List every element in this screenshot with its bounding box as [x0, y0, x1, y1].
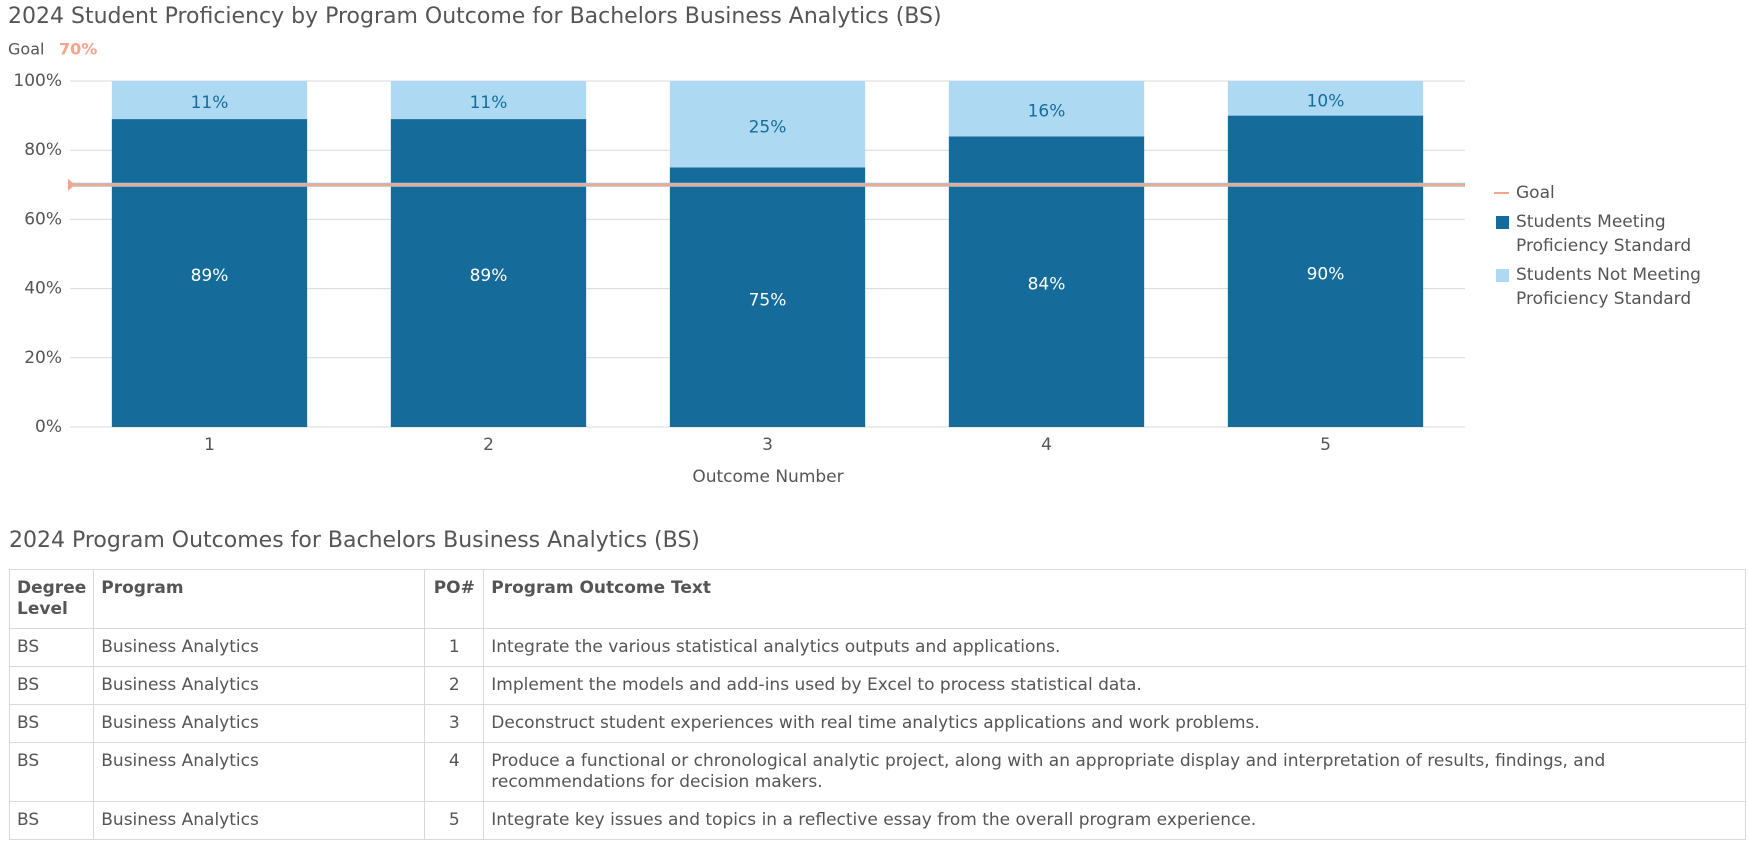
y-tick-label: 80% [24, 140, 62, 160]
y-tick-label: 60% [24, 209, 62, 229]
table-cell: BS [8, 628, 95, 667]
table-title: 2024 Program Outcomes for Bachelors Busi… [9, 528, 700, 553]
legend-item: Students Not Meeting Proficiency Standar… [1494, 263, 1724, 311]
bar-segment [1227, 115, 1424, 427]
legend-swatch [1496, 216, 1509, 229]
bar-segment [390, 81, 587, 120]
data-label: 25% [749, 117, 787, 137]
table-cell: Business Analytics [93, 801, 426, 840]
table-cell: Business Analytics [93, 628, 426, 667]
data-label: 16% [1028, 102, 1066, 122]
bar-segment [1227, 81, 1424, 116]
goal-marker [68, 178, 75, 191]
y-tick-label: 0% [35, 417, 62, 437]
table-cell: Deconstruct student experiences with rea… [483, 704, 1746, 743]
data-label: 84% [1028, 275, 1066, 295]
table-row: BS Business Analytics 5 Integrate key issue… [8, 801, 1746, 840]
legend-label: Goal [1516, 183, 1555, 203]
table-cell: 5 [424, 801, 485, 840]
table-cell: BS [8, 666, 95, 705]
legend: Goal Students Meeting Proficiency Standar… [1494, 181, 1724, 316]
table-cell: 4 [424, 742, 485, 802]
x-axis-title: Outcome Number [692, 467, 843, 487]
outcomes-table: Degree Level Program PO# Program Outcome Te… [8, 569, 1746, 840]
table-cell: 2 [424, 666, 485, 705]
table-cell: Integrate key issues and topics in a ref… [483, 801, 1746, 840]
goal-caption: Goal [8, 40, 44, 59]
table-cell: BS [8, 704, 95, 743]
table-cell: Business Analytics [93, 666, 426, 705]
data-label: 11% [191, 93, 229, 113]
bar-segment [390, 119, 587, 427]
goal-value: 70% [59, 40, 97, 59]
y-tick-label: 100% [13, 71, 62, 91]
table-row: BS Business Analytics 2 Implement the model… [8, 666, 1746, 705]
data-label: 11% [470, 93, 508, 113]
bar-segment [948, 81, 1145, 137]
x-tick-label: 3 [762, 435, 773, 455]
table-cell: BS [8, 742, 95, 802]
header-row: Degree Level Program PO# Program Outcome Te… [8, 569, 1746, 629]
x-tick-label: 5 [1320, 435, 1331, 455]
data-label: 89% [470, 266, 508, 286]
column-header: PO# [424, 569, 485, 629]
column-header: Program Outcome Text [483, 569, 1746, 629]
data-label: 90% [1307, 264, 1345, 284]
legend-label: Students Meeting Proficiency Standard [1516, 212, 1692, 256]
table-cell: Integrate the various statistical analyt… [483, 628, 1746, 667]
column-header: Program [93, 569, 426, 629]
legend-item: Students Meeting Proficiency Standard [1494, 210, 1724, 258]
legend-swatch [1496, 269, 1509, 282]
table-cell: Business Analytics [93, 704, 426, 743]
table-cell: Business Analytics [93, 742, 426, 802]
data-label: 89% [191, 266, 229, 286]
table-row: BS Business Analytics 3 Deconstruct student… [8, 704, 1746, 743]
x-tick-label: 4 [1041, 435, 1052, 455]
table-row: BS Business Analytics 1 Integrate the vario… [8, 628, 1746, 667]
table-cell: Implement the models and add-ins used by… [483, 666, 1746, 705]
chart: 2024 Student Proficiency by Program Outc… [8, 4, 1465, 487]
data-label: 10% [1307, 91, 1345, 111]
table-cell: 3 [424, 704, 485, 743]
x-tick-label: 2 [483, 435, 494, 455]
table-cell: BS [8, 801, 95, 840]
table-body: BS Business Analytics 1 Integrate the vario… [8, 628, 1746, 840]
bar-segment [669, 167, 866, 427]
legend-label: Students Not Meeting Proficiency Standar… [1516, 265, 1701, 309]
legend-item: Goal [1494, 181, 1724, 205]
table-cell: 1 [424, 628, 485, 667]
bar-segment [111, 81, 308, 120]
legend-line [1494, 192, 1509, 194]
bar-segment [669, 81, 866, 168]
y-tick-label: 20% [24, 348, 62, 368]
table-cell: Produce a functional or chronological an… [483, 742, 1746, 802]
bar-segment [111, 119, 308, 427]
table-row: BS Business Analytics 4 Produce a functiona… [8, 742, 1746, 802]
chart-title: 2024 Student Proficiency by Program Outc… [8, 4, 942, 29]
column-header: Degree Level [8, 569, 95, 629]
data-label: 75% [749, 290, 787, 310]
y-tick-label: 40% [24, 279, 62, 299]
x-tick-label: 1 [204, 435, 215, 455]
